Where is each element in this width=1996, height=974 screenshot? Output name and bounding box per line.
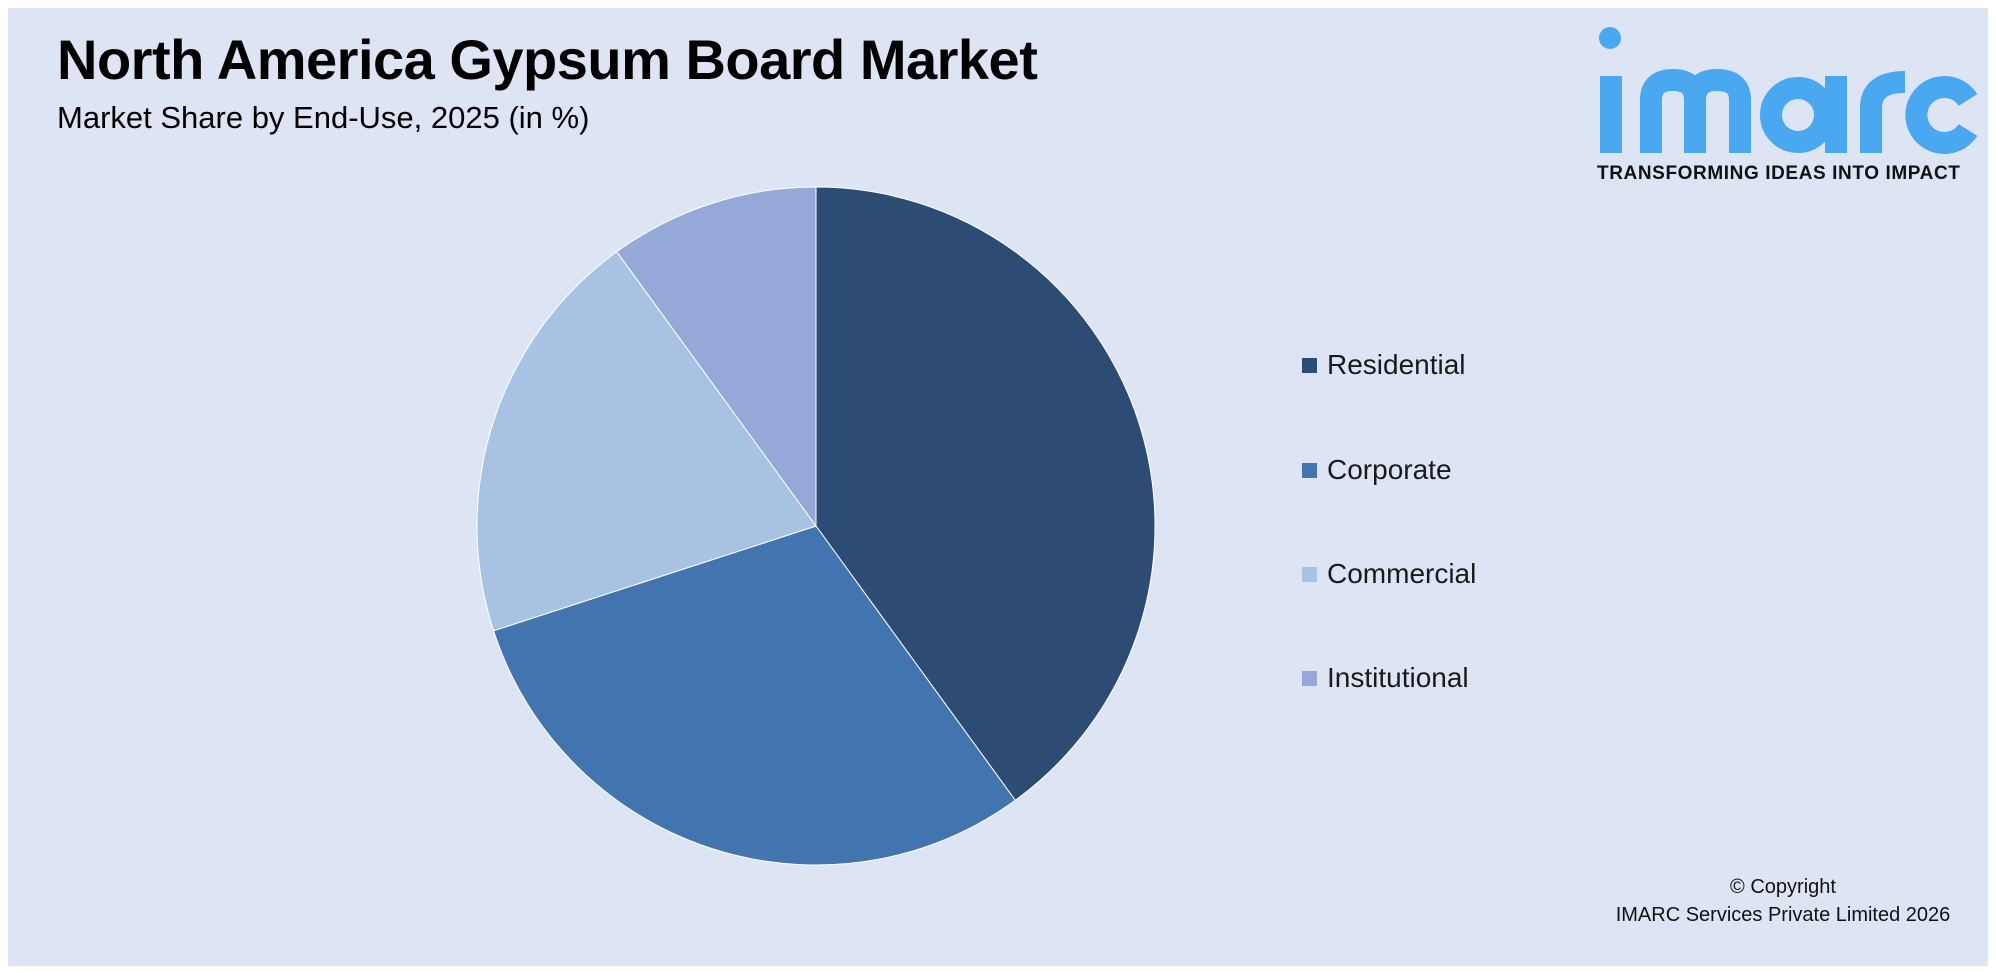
pie-slice-commercial xyxy=(476,251,817,632)
imarc-logo xyxy=(1599,27,1978,154)
logo-letter-c xyxy=(1905,76,1978,154)
logo-letter-r xyxy=(1860,71,1906,153)
copyright-company: IMARC Services Private Limited 2026 xyxy=(1615,904,1951,926)
chart-subtitle: Market Share by End-Use, 2025 (in %) xyxy=(57,100,590,135)
legend-label: Residential xyxy=(1327,349,1466,380)
pie-slice-corporate xyxy=(492,525,1016,866)
pie-slice-institutional xyxy=(616,186,817,528)
legend-item-corporate: Corporate xyxy=(1302,453,1452,487)
legend-label: Corporate xyxy=(1327,454,1452,485)
legend-swatch xyxy=(1302,462,1317,478)
logo-letter-a-bowl xyxy=(1760,77,1836,153)
legend-item-commercial: Commercial xyxy=(1302,557,1476,591)
copyright-line: © Copyright xyxy=(1730,876,1836,898)
logo-letter-m xyxy=(1640,68,1751,153)
legend-label: Commercial xyxy=(1327,558,1477,589)
chart-title: North America Gypsum Board Market xyxy=(57,28,1038,91)
legend-swatch xyxy=(1302,566,1317,582)
legend-swatch xyxy=(1302,357,1317,373)
pie-slice-residential xyxy=(815,186,1156,801)
logo-tagline: TRANSFORMING IDEAS INTO IMPACT xyxy=(1597,163,1961,184)
legend-item-institutional: Institutional xyxy=(1302,661,1469,695)
logo-wordmark xyxy=(1599,27,1978,154)
logo-dot xyxy=(1599,27,1621,49)
legend-swatch xyxy=(1302,670,1317,686)
legend-item-residential: Residential xyxy=(1302,348,1466,382)
legend-label: Institutional xyxy=(1327,662,1469,693)
